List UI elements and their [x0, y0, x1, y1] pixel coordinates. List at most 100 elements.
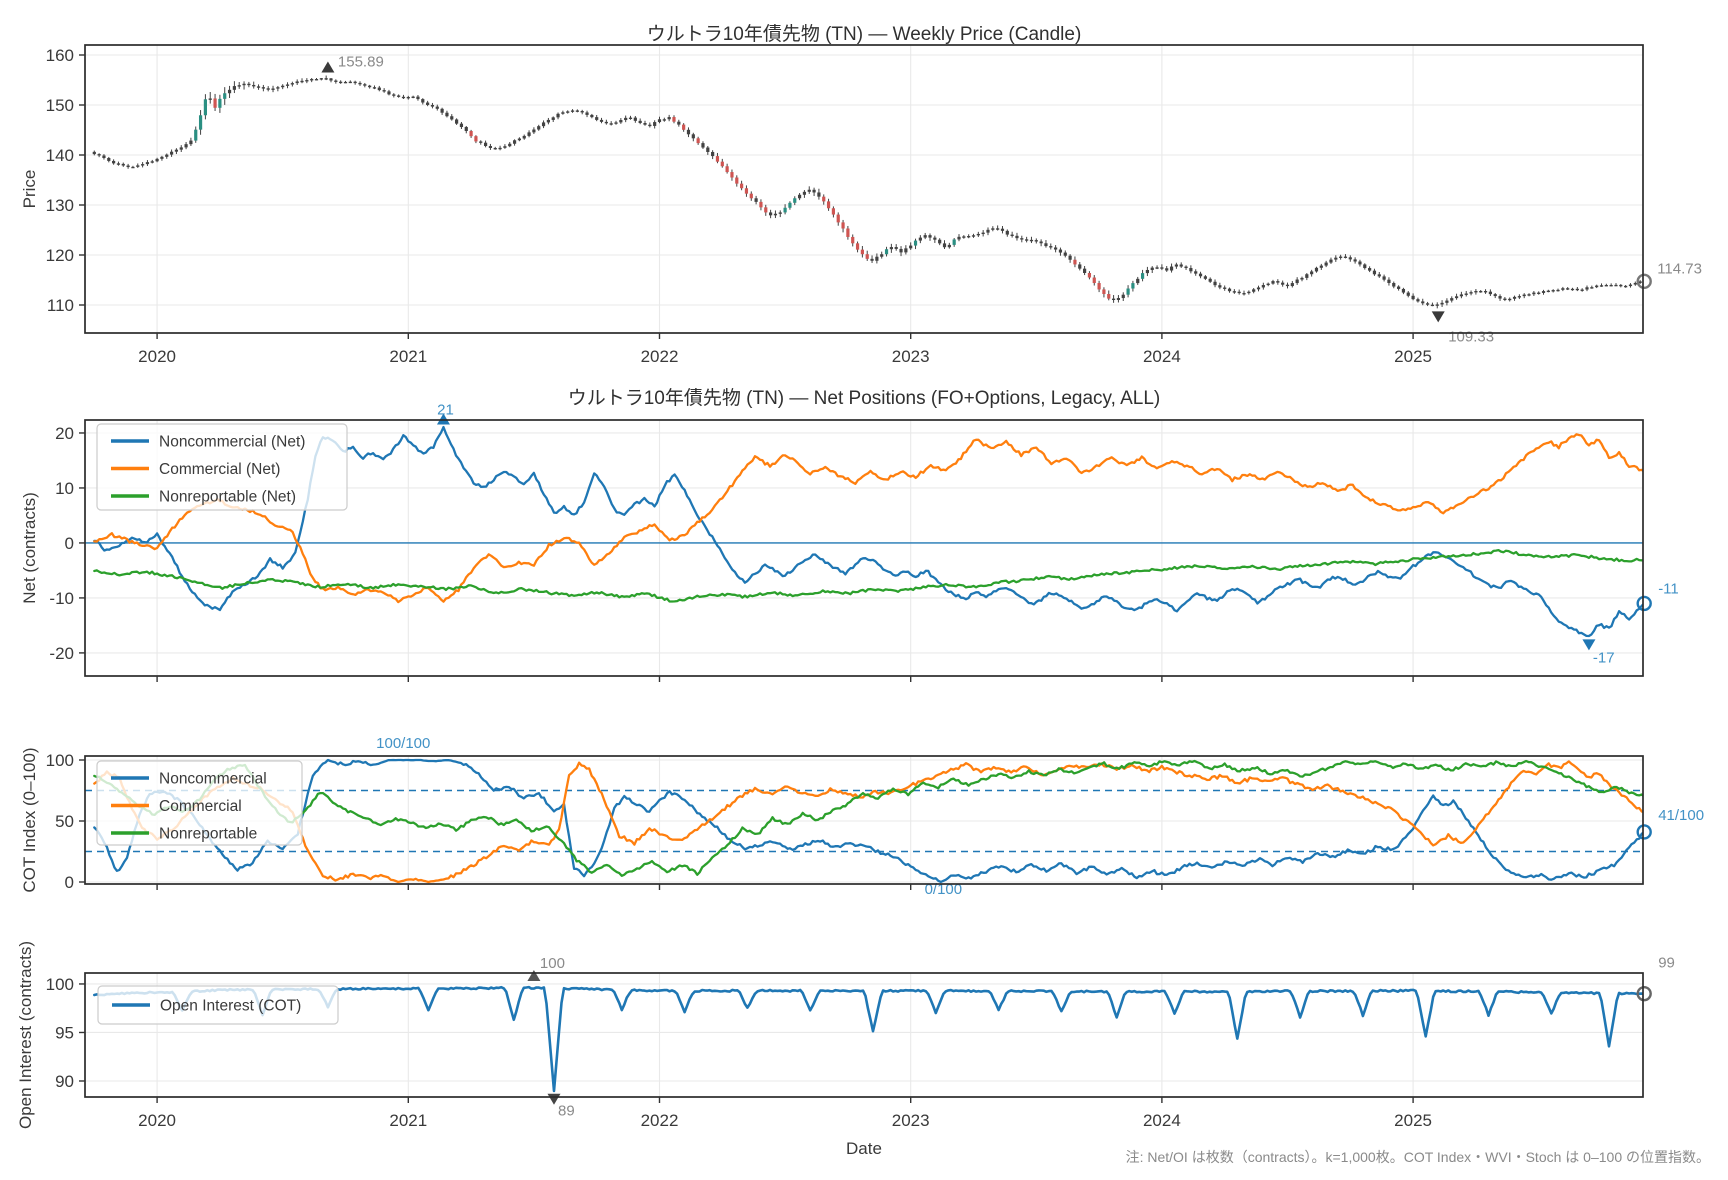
candle-body — [1256, 287, 1261, 290]
candle-body — [643, 123, 647, 125]
candle-body — [435, 106, 439, 109]
candle-body — [851, 236, 855, 244]
candle-body — [150, 161, 154, 163]
candle-body — [1522, 294, 1526, 297]
annotation-label: 155.89 — [338, 54, 384, 71]
candle-body — [1397, 286, 1401, 289]
candle-body — [1416, 299, 1420, 302]
candle-body — [252, 84, 256, 87]
candle-body — [300, 80, 304, 83]
candle-body — [1339, 256, 1343, 258]
legend-item-label: Noncommercial (Net) — [159, 434, 305, 451]
y-tick-label: 160 — [46, 46, 74, 65]
x-tick-label: 2025 — [1394, 1111, 1432, 1130]
candle-body — [899, 248, 903, 253]
legend: Noncommercial (Net) Commercial (Net) Nonre… — [96, 423, 348, 511]
candle-body — [474, 136, 478, 142]
candle-body — [740, 183, 744, 189]
annotation-label: 100/100 — [376, 735, 430, 752]
candle-body — [928, 235, 932, 238]
candle-body — [590, 114, 594, 118]
candle-body — [1160, 267, 1164, 269]
open-interest-plot-area — [93, 985, 1643, 1093]
candle-body — [358, 82, 362, 85]
candle-body — [802, 191, 807, 195]
candle-body — [445, 112, 449, 117]
last-point-marker — [1636, 985, 1652, 1002]
candle-body — [1276, 281, 1280, 283]
legend-item-label: Open Interest (COT) — [160, 998, 301, 1015]
candle-body — [884, 249, 889, 255]
axes-frame — [84, 44, 1644, 334]
legend-box — [97, 985, 339, 1025]
x-tick-label: 2024 — [1143, 347, 1181, 366]
candle-body — [131, 166, 135, 169]
candle-body — [628, 117, 633, 120]
candle-body — [242, 83, 246, 86]
candle-body — [1136, 278, 1140, 284]
legend-box — [96, 760, 303, 846]
candle-body — [348, 81, 352, 84]
candle-body — [1044, 243, 1048, 247]
x-axis-label: Date — [846, 1139, 882, 1158]
candle-body — [377, 87, 381, 91]
candle-body — [430, 104, 435, 107]
candle-body — [933, 237, 937, 240]
candle-body — [189, 140, 193, 145]
max-marker — [321, 61, 335, 73]
y-tick-label: 0 — [65, 534, 74, 553]
candle-body — [1155, 267, 1159, 269]
candle-body — [1271, 281, 1275, 284]
candle-body — [1382, 276, 1386, 280]
candle-body — [1111, 298, 1116, 301]
cot-index-plot-area — [93, 758, 1643, 884]
candle-body — [401, 96, 406, 99]
candle-body — [981, 232, 985, 235]
candle-body — [870, 258, 874, 261]
legend: Noncommercial Commercial Nonreportable — [96, 760, 303, 846]
candle-body — [585, 112, 589, 115]
y-tick-label: 10 — [55, 479, 74, 498]
candle-body — [532, 129, 536, 133]
candle-body — [1498, 296, 1502, 299]
candle-body — [184, 144, 188, 148]
candle-body — [314, 79, 319, 81]
candle-body — [759, 201, 763, 208]
candle-body — [1097, 283, 1101, 290]
candle-body — [1174, 264, 1178, 267]
x-tick-label: 2024 — [1143, 1111, 1181, 1130]
candle-body — [822, 196, 826, 202]
candle-body — [1590, 287, 1594, 289]
y-tick-label: 0 — [65, 873, 74, 892]
candle-body — [1512, 296, 1517, 299]
candle-body — [831, 208, 836, 215]
candle-body — [1401, 288, 1406, 293]
candle-body — [599, 119, 604, 122]
panel-net-positions: 21 -17 -11 Noncommercial (Net) Commercial (N… — [49, 401, 1679, 682]
candle-body — [290, 83, 294, 85]
candle-body — [1372, 270, 1377, 275]
candle-body — [1614, 284, 1618, 287]
cot-index-y-axis-label: COT Index (0–100) — [20, 747, 39, 893]
candle-body — [1150, 267, 1154, 270]
candle-body — [677, 121, 681, 125]
y-tick-label: 90 — [55, 1072, 74, 1091]
candle-body — [662, 119, 666, 121]
candle-body — [614, 122, 618, 124]
series-commercial-net — [93, 433, 1643, 604]
candle-body — [730, 172, 734, 178]
candle-body — [1126, 288, 1130, 295]
series-noncommercial-net — [93, 425, 1643, 638]
candle-body — [116, 163, 121, 165]
price-chart-title: ウルトラ10年債先物 (TN) — Weekly Price (Candle) — [646, 24, 1082, 45]
candle-body — [1087, 272, 1092, 278]
y-tick-label: 100 — [46, 751, 74, 770]
candle-body — [1353, 259, 1357, 262]
last-point-marker — [1636, 595, 1652, 612]
candle-body — [426, 102, 430, 105]
candle-body — [1227, 288, 1232, 292]
candle-body — [145, 162, 150, 165]
candle-body — [1015, 235, 1019, 239]
candle-body — [247, 83, 251, 86]
